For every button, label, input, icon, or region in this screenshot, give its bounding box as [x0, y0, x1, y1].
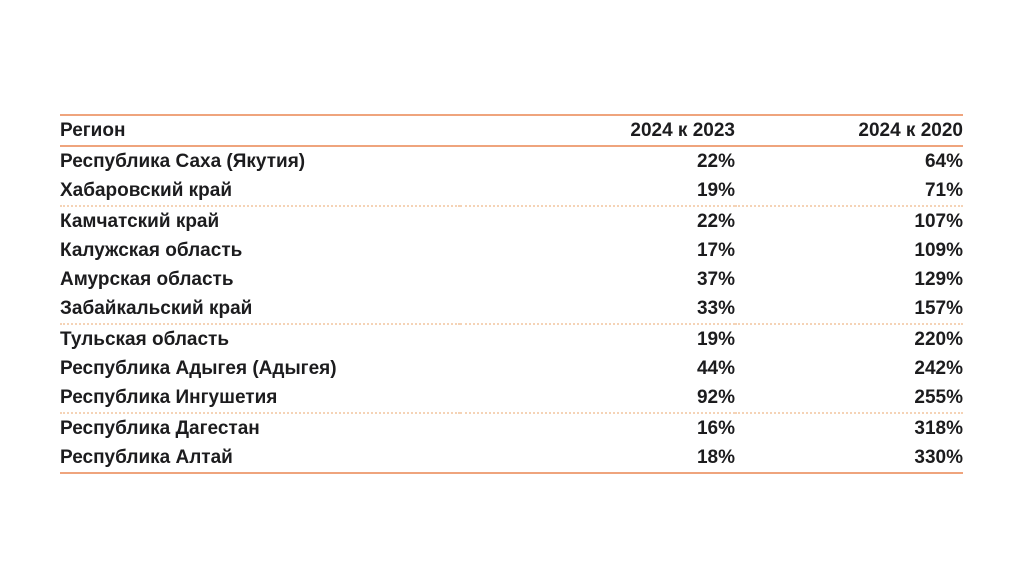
table-row: Калужская область 17% 109%: [60, 236, 963, 265]
value-2020-cell: 71%: [924, 180, 963, 201]
value-2023-cell: 16%: [696, 418, 735, 439]
column-header-2024-vs-2023: 2024 к 2023: [630, 120, 735, 141]
table-row: Республика Дагестан 16% 318%: [60, 413, 963, 443]
value-2020-cell: 129%: [914, 269, 963, 290]
table-row: Республика Ингушетия 92% 255%: [60, 383, 963, 413]
regions-growth-table: Регион 2024 к 2023 2024 к 2020 Республик…: [60, 114, 963, 474]
value-2020-cell: 157%: [914, 298, 963, 319]
region-cell: Республика Ингушетия: [60, 387, 278, 408]
region-cell: Республика Дагестан: [60, 418, 260, 439]
table-row: Республика Алтай 18% 330%: [60, 443, 963, 473]
value-2023-cell: 17%: [696, 240, 735, 261]
value-2023-cell: 37%: [696, 269, 735, 290]
column-header-region: Регион: [60, 120, 126, 141]
value-2023-cell: 33%: [696, 298, 735, 319]
column-header-2024-vs-2020: 2024 к 2020: [858, 120, 963, 141]
region-cell: Амурская область: [60, 269, 234, 290]
region-cell: Республика Адыгея (Адыгея): [60, 358, 337, 379]
value-2020-cell: 107%: [914, 211, 963, 232]
table-row: Республика Адыгея (Адыгея) 44% 242%: [60, 354, 963, 383]
value-2020-cell: 330%: [914, 447, 963, 468]
value-2023-cell: 19%: [696, 180, 735, 201]
table-row: Республика Саха (Якутия) 22% 64%: [60, 146, 963, 176]
region-cell: Калужская область: [60, 240, 243, 261]
region-cell: Камчатский край: [60, 211, 220, 232]
value-2023-cell: 22%: [696, 211, 735, 232]
value-2020-cell: 255%: [914, 387, 963, 408]
region-cell: Хабаровский край: [60, 180, 233, 201]
region-cell: Забайкальский край: [60, 298, 253, 319]
table-row: Забайкальский край 33% 157%: [60, 294, 963, 324]
value-2023-cell: 22%: [696, 151, 735, 172]
table-body: Республика Саха (Якутия) 22% 64% Хабаров…: [60, 146, 963, 473]
header-row: Регион 2024 к 2023 2024 к 2020: [60, 115, 963, 146]
region-cell: Тульская область: [60, 329, 230, 350]
value-2023-cell: 92%: [696, 387, 735, 408]
value-2020-cell: 109%: [914, 240, 963, 261]
value-2020-cell: 220%: [914, 329, 963, 350]
value-2023-cell: 18%: [696, 447, 735, 468]
value-2023-cell: 19%: [696, 329, 735, 350]
value-2020-cell: 318%: [914, 418, 963, 439]
table-row: Амурская область 37% 129%: [60, 265, 963, 294]
table-header: Регион 2024 к 2023 2024 к 2020: [60, 115, 963, 146]
table-row: Камчатский край 22% 107%: [60, 206, 963, 236]
value-2020-cell: 64%: [924, 151, 963, 172]
region-cell: Республика Саха (Якутия): [60, 151, 306, 172]
region-cell: Республика Алтай: [60, 447, 233, 468]
table-row: Тульская область 19% 220%: [60, 324, 963, 354]
table-row: Хабаровский край 19% 71%: [60, 176, 963, 206]
value-2023-cell: 44%: [696, 358, 735, 379]
value-2020-cell: 242%: [914, 358, 963, 379]
